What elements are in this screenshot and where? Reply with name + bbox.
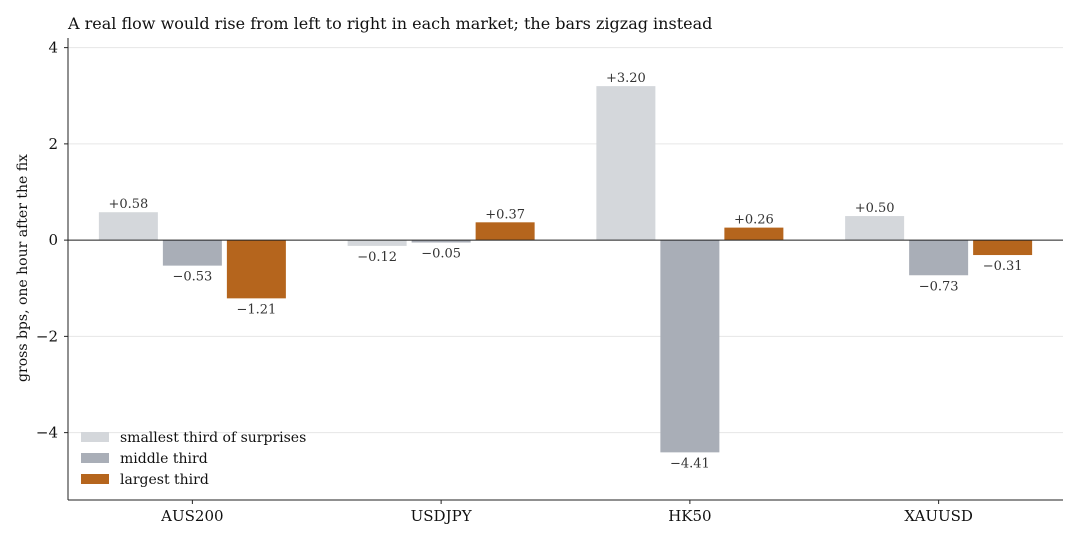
bar bbox=[162, 240, 222, 266]
bar bbox=[724, 227, 784, 241]
bar bbox=[226, 240, 286, 299]
y-axis-label: gross bps, one hour after the fix bbox=[15, 154, 31, 382]
bar bbox=[411, 240, 471, 243]
bar bbox=[973, 240, 1033, 256]
bar bbox=[475, 222, 535, 241]
data-label: +0.58 bbox=[108, 197, 148, 212]
bar bbox=[347, 240, 407, 246]
legend-swatch bbox=[81, 474, 109, 484]
bar bbox=[909, 240, 969, 276]
x-tick-label: HK50 bbox=[668, 507, 711, 525]
x-tick-label: XAUUSD bbox=[904, 507, 973, 525]
data-label: −0.73 bbox=[919, 279, 959, 294]
data-label: −0.53 bbox=[172, 270, 212, 285]
bars-group bbox=[98, 86, 1033, 453]
bar bbox=[660, 240, 720, 453]
data-label: −0.12 bbox=[357, 250, 397, 265]
y-tick-label: 2 bbox=[48, 135, 58, 153]
bar bbox=[845, 216, 905, 241]
data-label: +0.26 bbox=[734, 213, 774, 228]
legend-label: middle third bbox=[120, 451, 208, 467]
legend-label: smallest third of surprises bbox=[120, 430, 306, 446]
x-tick-label: AUS200 bbox=[160, 507, 223, 525]
axes-group: −4 −2 0 2 4 AUS200 USDJPY HK50 XAUUSD bbox=[36, 38, 1063, 525]
chart-title: A real flow would rise from left to righ… bbox=[68, 14, 713, 33]
legend-label: largest third bbox=[120, 472, 209, 488]
data-label: +0.37 bbox=[485, 207, 525, 222]
data-label: −4.41 bbox=[670, 456, 710, 471]
legend-swatch bbox=[81, 453, 109, 463]
data-labels-group: +0.58 −0.53 −1.21 −0.12 −0.05 +0.37 +3.20 −4.41… bbox=[108, 71, 1022, 471]
y-tick-label: −2 bbox=[36, 327, 58, 345]
data-label: +0.50 bbox=[855, 201, 895, 216]
data-label: −1.21 bbox=[236, 302, 276, 317]
legend: smallest third of surprises middle third l… bbox=[81, 430, 306, 488]
bar bbox=[98, 212, 158, 241]
data-label: +3.20 bbox=[606, 71, 646, 86]
data-label: −0.31 bbox=[983, 259, 1023, 274]
y-tick-label: 4 bbox=[48, 39, 58, 57]
bar bbox=[596, 86, 656, 241]
legend-swatch bbox=[81, 432, 109, 442]
y-tick-label: −4 bbox=[36, 424, 58, 442]
data-label: −0.05 bbox=[421, 247, 461, 262]
x-tick-label: USDJPY bbox=[411, 507, 473, 525]
y-tick-label: 0 bbox=[48, 231, 58, 249]
